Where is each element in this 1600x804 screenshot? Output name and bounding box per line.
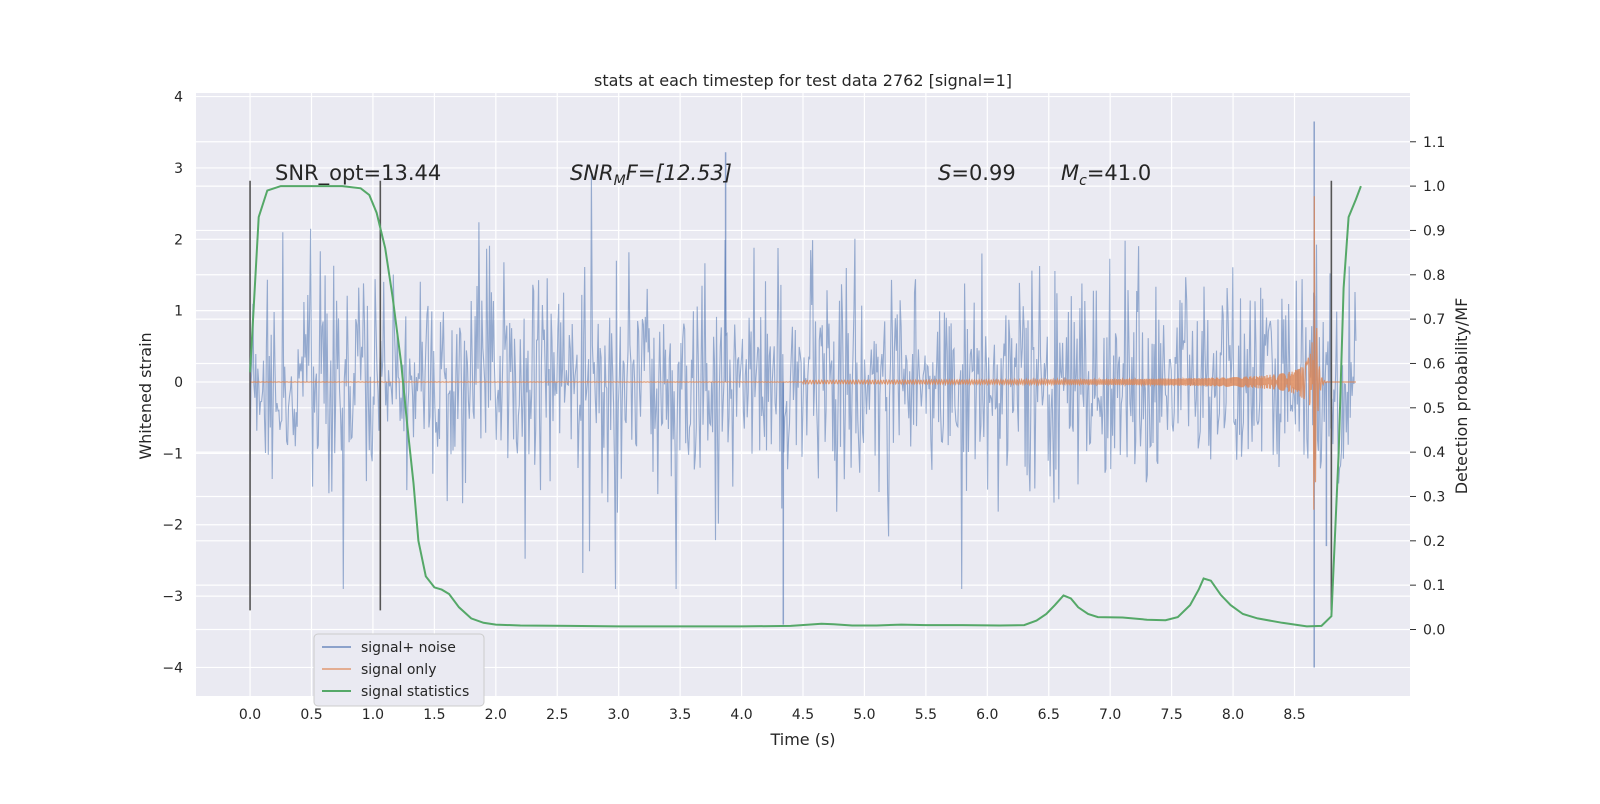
y-tick-label-0: −4 xyxy=(162,660,183,676)
signal-statistics-series xyxy=(249,185,1362,628)
legend-label-signal-statistics: signal statistics xyxy=(361,684,469,700)
x-tick-label-7: 3.5 xyxy=(669,707,691,723)
legend-frame xyxy=(313,633,485,707)
x-tick-label-0: 0.0 xyxy=(239,707,261,723)
x-tick-label-2: 1.0 xyxy=(362,707,384,723)
x-tick-label-1: 0.5 xyxy=(300,707,322,723)
y-tick-label-5: 1 xyxy=(174,304,183,320)
y2-tick-label-6: 0.6 xyxy=(1423,356,1445,372)
x-tick-label-10: 5.0 xyxy=(853,707,875,723)
annotation-snr-mf: SNRMF=[12.53] xyxy=(570,161,732,189)
annotation-snr-opt: SNR_opt=13.44 xyxy=(275,161,441,186)
signal-statistics-line xyxy=(249,185,1362,628)
x-tick-label-8: 4.0 xyxy=(730,707,752,723)
y2-tick-label-0: 0.0 xyxy=(1423,622,1445,638)
y-tick-label-7: 3 xyxy=(174,161,183,177)
y2-tick-label-3: 0.3 xyxy=(1423,489,1445,505)
y2-axis-label: Detection probability/MF xyxy=(1452,298,1471,495)
y2-axis-ticks: 0.0 0.1 0.2 0.3 0.4 0.5 0.6 0.7 0.8 0.9 1.0 1.1 xyxy=(1410,135,1445,638)
y2-tick-label-9: 0.9 xyxy=(1423,223,1445,239)
x-tick-label-6: 3.0 xyxy=(608,707,630,723)
y2-tick-label-2: 0.2 xyxy=(1423,534,1445,550)
y-tick-label-2: −2 xyxy=(162,518,183,534)
y2-tick-label-1: 0.1 xyxy=(1423,578,1445,594)
x-tick-label-5: 2.5 xyxy=(546,707,568,723)
signal-only-series xyxy=(250,196,1356,510)
x-tick-label-15: 7.5 xyxy=(1160,707,1182,723)
y-axis-ticks: −4 −3 −2 −1 0 1 2 3 4 xyxy=(162,90,183,677)
y2-tick-label-7: 0.7 xyxy=(1423,312,1445,328)
y-axis-label: Whitened strain xyxy=(136,332,155,459)
annotation-mc-sub: c xyxy=(1079,173,1087,189)
y-tick-label-4: 0 xyxy=(174,375,183,391)
x-axis-ticks: 0.0 0.5 1.0 1.5 2.0 2.5 3.0 3.5 4.0 4.5 5.0 5.5 6.0 6… xyxy=(239,707,1306,723)
x-tick-label-11: 5.5 xyxy=(915,707,937,723)
annotation-snr-mf-rest: F=[12.53] xyxy=(626,161,732,185)
x-tick-label-17: 8.5 xyxy=(1283,707,1305,723)
annotation-mc-rest: =41.0 xyxy=(1087,161,1151,185)
legend-label-signal-only: signal only xyxy=(361,662,436,678)
signal-only-line xyxy=(250,196,1356,510)
signal-noise-line xyxy=(249,175,1357,590)
legend: signal+ noise signal only signal statist… xyxy=(313,633,485,707)
chart-title: stats at each timestep for test data 276… xyxy=(594,71,1012,90)
x-tick-label-13: 6.5 xyxy=(1038,707,1060,723)
x-tick-label-3: 1.5 xyxy=(423,707,445,723)
legend-label-signal-noise: signal+ noise xyxy=(361,640,456,656)
y2-tick-label-11: 1.1 xyxy=(1423,135,1445,151)
annotation-mc-main: M xyxy=(1061,161,1079,185)
x-tick-label-16: 8.0 xyxy=(1222,707,1244,723)
annotation-mc: Mc=41.0 xyxy=(1061,161,1151,189)
y-tick-label-3: −1 xyxy=(162,446,183,462)
y2-tick-label-5: 0.5 xyxy=(1423,401,1445,417)
annotation-s: S=0.99 xyxy=(938,161,1016,185)
annotation-snr-mf-main: SNR xyxy=(570,161,614,185)
y2-tick-label-10: 1.0 xyxy=(1423,179,1445,195)
x-tick-label-9: 4.5 xyxy=(792,707,814,723)
x-tick-label-12: 6.0 xyxy=(976,707,998,723)
annotation-snr-mf-sub: M xyxy=(614,173,626,189)
x-tick-label-4: 2.0 xyxy=(485,707,507,723)
y2-tick-label-4: 0.4 xyxy=(1423,445,1445,461)
annotation-s-main: S xyxy=(938,161,951,185)
x-tick-label-14: 7.0 xyxy=(1099,707,1121,723)
window-markers xyxy=(249,180,1333,611)
annotation-s-rest: =0.99 xyxy=(951,161,1015,185)
y-tick-label-6: 2 xyxy=(174,232,183,248)
y2-tick-label-8: 0.8 xyxy=(1423,268,1445,284)
y-tick-label-1: −3 xyxy=(162,589,183,605)
x-axis-label: Time (s) xyxy=(769,730,835,749)
y-tick-label-8: 4 xyxy=(174,90,183,106)
